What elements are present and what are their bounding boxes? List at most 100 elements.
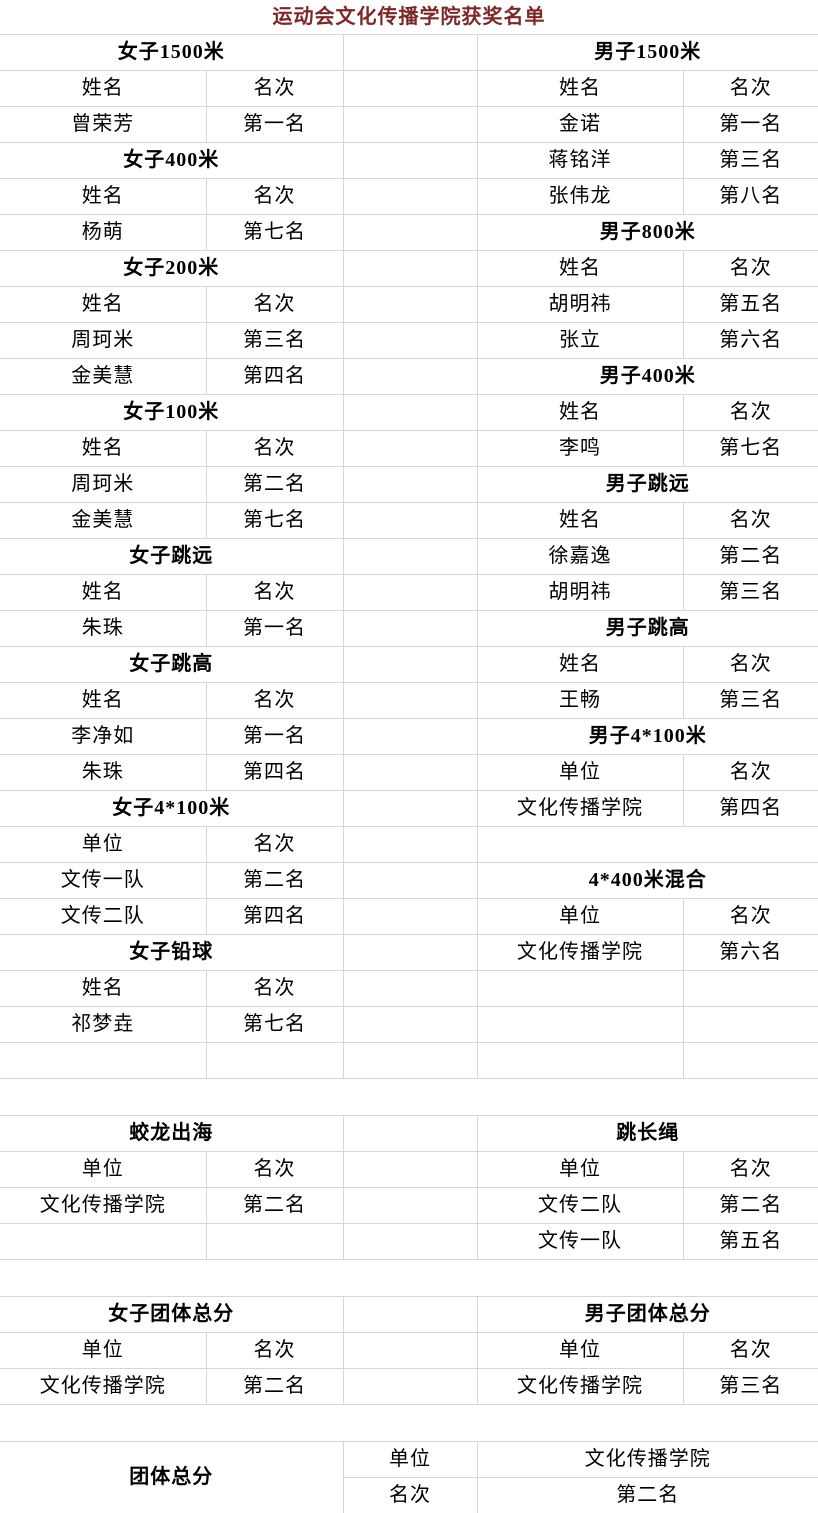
data-cell: 第二名 [205,465,344,503]
data-cell: 第七名 [682,429,818,467]
data-cell: 张立 [476,321,684,359]
data-cell: 第三名 [205,321,344,359]
data-cell: 曾荣芳 [0,105,207,143]
empty-cell [342,141,478,179]
data-cell: 第六名 [682,933,818,971]
data-cell: 第四名 [205,753,344,791]
empty-cell [342,645,478,683]
empty-cell [342,429,478,467]
event-header-cell: 男子4*100米 [476,717,818,755]
empty-cell [342,33,478,71]
table-row: 杨萌 第七名 男子800米 [0,213,818,251]
empty-cell [342,1222,478,1260]
column-header-cell: 名次 [682,501,818,539]
column-header-cell: 名次 [205,177,344,215]
column-header-cell: 单位 [476,753,684,791]
column-header-cell: 名次 [205,429,344,467]
event-header-cell: 男子跳高 [476,609,818,647]
data-cell: 第五名 [682,1222,818,1260]
table-row: 祁梦垚 第七名 [0,1005,818,1043]
table-row: 朱珠 第一名 男子跳高 [0,609,818,647]
separator-row [0,1258,818,1297]
data-cell: 朱珠 [0,609,207,647]
data-cell: 第一名 [682,105,818,143]
empty-cell [0,1222,207,1260]
column-header-cell: 名次 [205,573,344,611]
data-cell: 第四名 [205,357,344,395]
column-header-cell: 姓名 [0,177,207,215]
data-cell: 文化传播学院 [476,1367,684,1405]
column-header-cell: 姓名 [0,285,207,323]
column-header-cell: 名次 [682,69,818,107]
column-header-cell: 姓名 [0,429,207,467]
column-header-cell: 姓名 [0,69,207,107]
data-cell: 徐嘉逸 [476,537,684,575]
table-row: 女子400米 蒋铭洋 第三名 [0,141,818,179]
data-cell: 第三名 [682,1367,818,1405]
empty-cell [342,1331,478,1369]
event-header-cell: 女子200米 [0,249,344,287]
column-header-cell: 名次 [205,1150,344,1188]
event-header-cell: 男子800米 [476,213,818,251]
empty-cell [342,357,478,395]
empty-cell [342,1295,478,1333]
table-row: 单位 名次 [0,825,818,863]
empty-cell [342,897,478,935]
column-header-cell: 名次 [682,393,818,431]
table-row: 金美慧 第四名 男子400米 [0,357,818,395]
column-header-cell: 姓名 [476,501,684,539]
column-header-cell: 名次 [205,69,344,107]
table-row: 姓名 名次 [0,969,818,1007]
sheet-title: 运动会文化传播学院获奖名单 [0,0,818,35]
data-cell: 文化传播学院 [0,1186,207,1224]
column-header-cell: 姓名 [476,249,684,287]
empty-cell [0,1041,207,1079]
table-row: 女子100米 姓名 名次 [0,393,818,431]
data-cell: 朱珠 [0,753,207,791]
data-cell: 第二名 [205,1367,344,1405]
data-cell: 第二名 [476,1476,818,1513]
title-row: 运动会文化传播学院获奖名单 [0,0,818,35]
empty-cell [342,177,478,215]
event-header-cell: 女子铅球 [0,933,344,971]
separator-row [0,1077,818,1116]
data-cell: 第五名 [682,285,818,323]
table-row: 金美慧 第七名 姓名 名次 [0,501,818,539]
data-cell: 金美慧 [0,357,207,395]
event-header-cell: 男子跳远 [476,465,818,503]
table-row: 文化传播学院 第二名 文传二队 第二名 [0,1186,818,1224]
table-row: 曾荣芳 第一名 金诺 第一名 [0,105,818,143]
column-header-cell: 单位 [342,1440,478,1478]
empty-cell [342,69,478,107]
table-row: 姓名 名次 王畅 第三名 [0,681,818,719]
column-header-cell: 姓名 [0,969,207,1007]
table-row: 姓名 名次 姓名 名次 [0,69,818,107]
empty-cell [342,105,478,143]
event-header-cell: 男子1500米 [476,33,818,71]
separator-row [0,1403,818,1442]
column-header-cell: 姓名 [0,681,207,719]
table-row: 女子4*100米 文化传播学院 第四名 [0,789,818,827]
empty-cell [342,681,478,719]
data-cell: 金诺 [476,105,684,143]
table-row: 女子铅球 文化传播学院 第六名 [0,933,818,971]
empty-cell [342,573,478,611]
event-header-cell: 女子跳高 [0,645,344,683]
event-header-cell: 蛟龙出海 [0,1114,344,1152]
table-row: 周珂米 第二名 男子跳远 [0,465,818,503]
data-cell: 文传一队 [476,1222,684,1260]
empty-cell [342,861,478,899]
data-cell: 第六名 [682,321,818,359]
empty-cell [342,285,478,323]
empty-cell [342,933,478,971]
table-row: 单位 名次 单位 名次 [0,1331,818,1369]
column-header-cell: 单位 [476,1331,684,1369]
table-row: 蛟龙出海 跳长绳 [0,1114,818,1152]
event-header-cell: 跳长绳 [476,1114,818,1152]
empty-cell [342,969,478,1007]
data-cell: 第七名 [205,1005,344,1043]
separator-cell [0,1077,818,1116]
column-header-cell: 单位 [476,897,684,935]
table-row: 女子200米 姓名 名次 [0,249,818,287]
empty-cell [342,1150,478,1188]
